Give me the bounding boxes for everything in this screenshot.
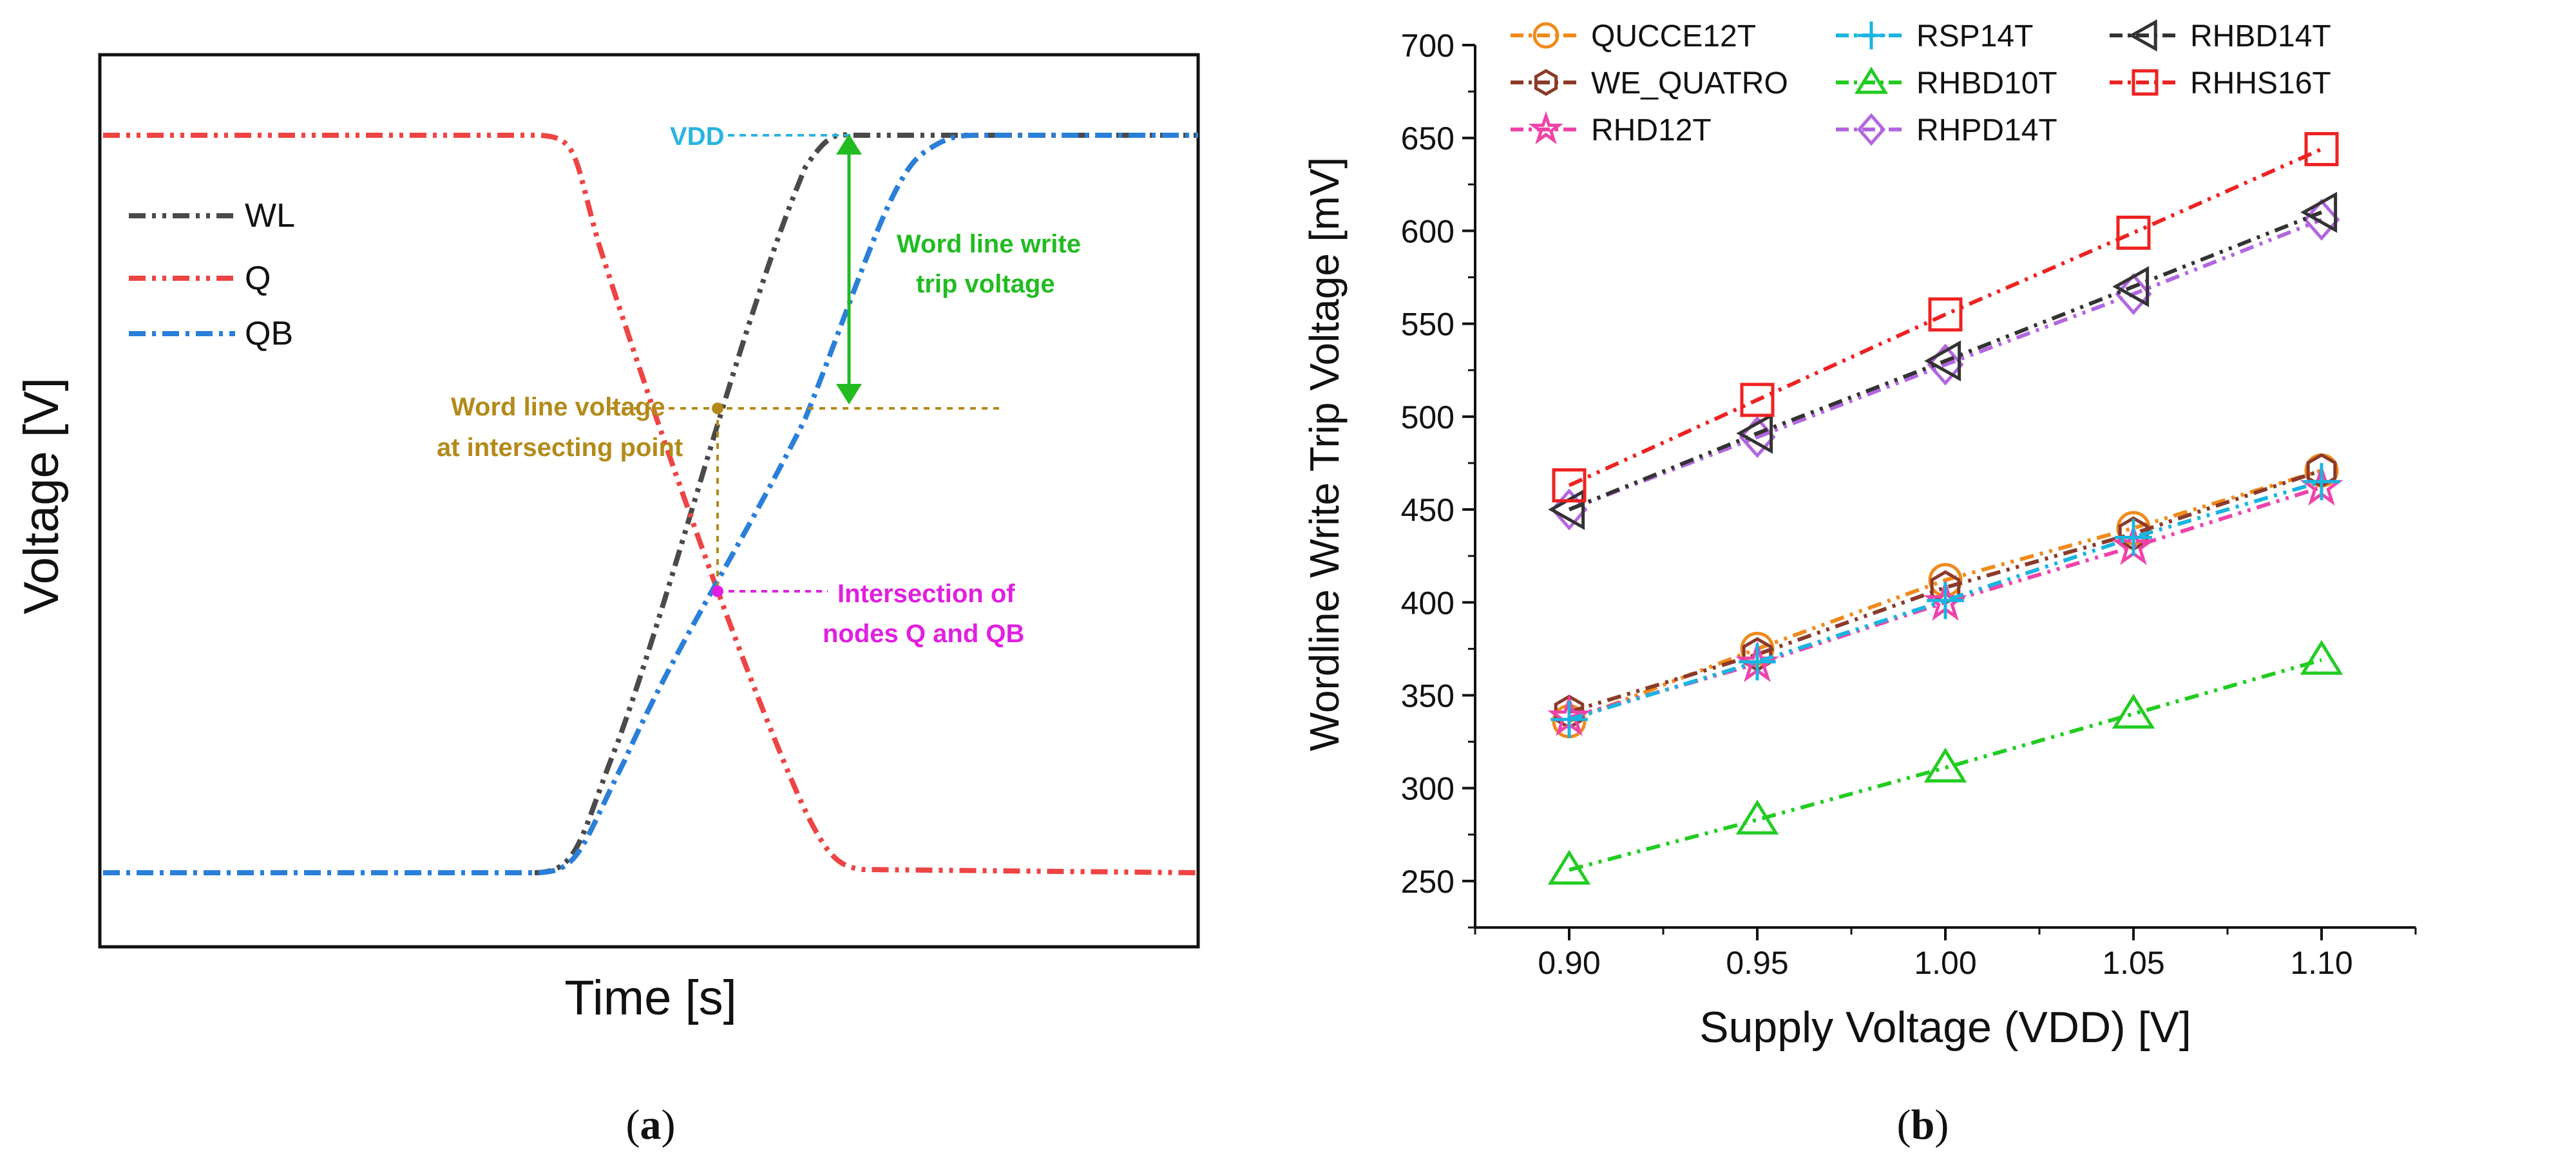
y-tick-label: 250 <box>1401 864 1455 900</box>
y-tick-label: 400 <box>1401 585 1455 621</box>
series-rhbd14t <box>1548 191 2338 530</box>
curve-qb <box>103 133 1198 875</box>
legend-label-q: Q <box>245 260 271 297</box>
legend-marker-we-quatro <box>1534 69 1558 96</box>
data-point-rsp14t <box>1550 701 1588 738</box>
legend-label-rhd12t: RHD12T <box>1591 113 1712 147</box>
wl-voltage-point <box>712 403 723 414</box>
series-line-rsp14t <box>1569 479 2322 721</box>
intersection-label-line1: Intersection of <box>837 580 1015 608</box>
panel-b-x-label: Supply Voltage (VDD) [V] <box>1699 1003 2191 1052</box>
panel-b-series <box>1547 132 2343 885</box>
legend-marker-rhpd14t <box>1856 113 1886 146</box>
vdd-label: VDD <box>670 122 724 151</box>
data-point-rhbd14t <box>2300 191 2338 233</box>
wl-voltage-label-line1: Word line voltage <box>451 393 665 421</box>
write-trip-label-line1: Word line write <box>897 230 1081 258</box>
data-point-rsp14t <box>2115 518 2152 556</box>
x-tick-label: 0.90 <box>1538 945 1600 981</box>
legend-label-rhbd14t: RHBD14T <box>2190 19 2331 53</box>
legend-label-we-quatro: WE_QUATRO <box>1591 66 1788 100</box>
y-tick-label: 650 <box>1401 120 1455 157</box>
write-trip-label-line2: trip voltage <box>916 270 1055 298</box>
legend-marker-rhbd14t <box>2128 19 2157 52</box>
legend-label-qb: QB <box>245 315 293 352</box>
data-point-rhbd10t <box>2300 640 2343 675</box>
data-point-rsp14t <box>1927 582 1964 620</box>
legend-marker-qucce12t <box>1532 22 1560 49</box>
y-tick-label: 500 <box>1401 399 1455 435</box>
data-point-rhhs16t <box>1740 383 1775 417</box>
panel-a-curves <box>103 132 1199 875</box>
data-point-rhbd10t <box>2112 694 2155 729</box>
wl-voltage-label-line2: at intersecting point <box>437 433 683 462</box>
panel-b-axes: 250 300 350 400 450 500 550 600 650 700 0.90 0.95 1.… <box>1401 28 2417 981</box>
series-line-rhbd14t <box>1568 210 2323 511</box>
y-tick-label: 350 <box>1401 678 1455 714</box>
legend-label-qucce12t: QUCCE12T <box>1591 19 1756 53</box>
panel-a-y-label: Voltage [V] <box>14 377 69 614</box>
write-trip-arrow-head-top <box>836 134 862 155</box>
panel-b-legend: QUCCE12T WE_QUATRO RHD12T RSP14T RHBD10T RHPD… <box>1511 19 2331 147</box>
data-point-rhpd14t <box>2115 272 2152 316</box>
panel-b-label: (b) <box>1897 1101 1949 1148</box>
panel-b-y-label: Wordline Write Trip Voltage [mV] <box>1301 157 1348 751</box>
legend-label-rhhs16t: RHHS16T <box>2190 66 2331 100</box>
series-rhbd10t <box>1547 640 2343 885</box>
legend-marker-rhbd10t <box>1854 66 1889 94</box>
panel-b: 250 300 350 400 450 500 550 600 650 700 0.90 0.95 1.… <box>1301 19 2417 1148</box>
curve-wl <box>534 132 1198 875</box>
data-point-rhbd10t <box>1735 799 1779 835</box>
y-tick-label: 550 <box>1401 307 1455 343</box>
intersection-label-line2: nodes Q and QB <box>823 620 1024 648</box>
y-tick-label: 300 <box>1401 771 1455 807</box>
panel-a-legend: WL Q QB <box>129 197 295 352</box>
series-line-we-quatro <box>1569 468 2322 714</box>
panel-a-frame <box>98 53 1200 949</box>
x-tick-label: 0.95 <box>1726 945 1788 981</box>
series-line-rhhs16t <box>1568 147 2323 488</box>
series-line-rhpd14t <box>1568 218 2323 511</box>
series-rhhs16t <box>1552 132 2339 503</box>
data-point-rhhs16t <box>1552 468 1587 503</box>
legend-label-wl: WL <box>245 197 295 234</box>
data-point-rhhs16t <box>2116 215 2151 250</box>
data-point-rhbd14t <box>2112 266 2150 307</box>
data-point-rhpd14t <box>2303 198 2340 241</box>
legend-marker-rhhs16t <box>2132 69 2159 96</box>
curve-q <box>103 133 1199 875</box>
data-point-rhbd14t <box>1924 340 1961 382</box>
write-trip-arrow-head-bottom <box>836 384 862 404</box>
data-point-rhbd14t <box>1736 412 1773 454</box>
panel-a-x-label: Time [s] <box>564 971 736 1025</box>
data-point-rhbd14t <box>1548 489 1585 530</box>
legend-label-rsp14t: RSP14T <box>1916 19 2033 53</box>
intersection-point <box>712 585 723 597</box>
panel-a: VDD Word line write trip voltage Word li… <box>14 53 1200 1148</box>
data-point-rhbd10t <box>1547 850 1591 885</box>
data-point-rhhs16t <box>1928 297 1963 332</box>
legend-marker-rhd12t <box>1528 111 1564 145</box>
series-line-rhbd10t <box>1569 658 2322 872</box>
x-tick-label: 1.05 <box>2102 945 2164 981</box>
series-rhpd14t <box>1550 198 2340 531</box>
data-point-rsp14t <box>2303 462 2340 500</box>
y-tick-label: 450 <box>1401 492 1455 528</box>
legend-label-rhbd10t: RHBD10T <box>1916 66 2057 100</box>
data-point-rhbd10t <box>1923 747 1967 783</box>
data-point-rsp14t <box>1739 643 1776 681</box>
data-point-rhhs16t <box>2304 132 2339 167</box>
y-tick-label: 600 <box>1401 213 1455 249</box>
x-tick-label: 1.00 <box>1914 945 1976 981</box>
series-rsp14t <box>1550 462 2340 738</box>
panel-a-label: (a) <box>626 1101 676 1148</box>
x-tick-label: 1.10 <box>2290 945 2352 981</box>
y-tick-label: 700 <box>1401 28 1455 64</box>
legend-marker-rsp14t <box>1857 21 1885 50</box>
legend-label-rhpd14t: RHPD14T <box>1916 113 2057 147</box>
